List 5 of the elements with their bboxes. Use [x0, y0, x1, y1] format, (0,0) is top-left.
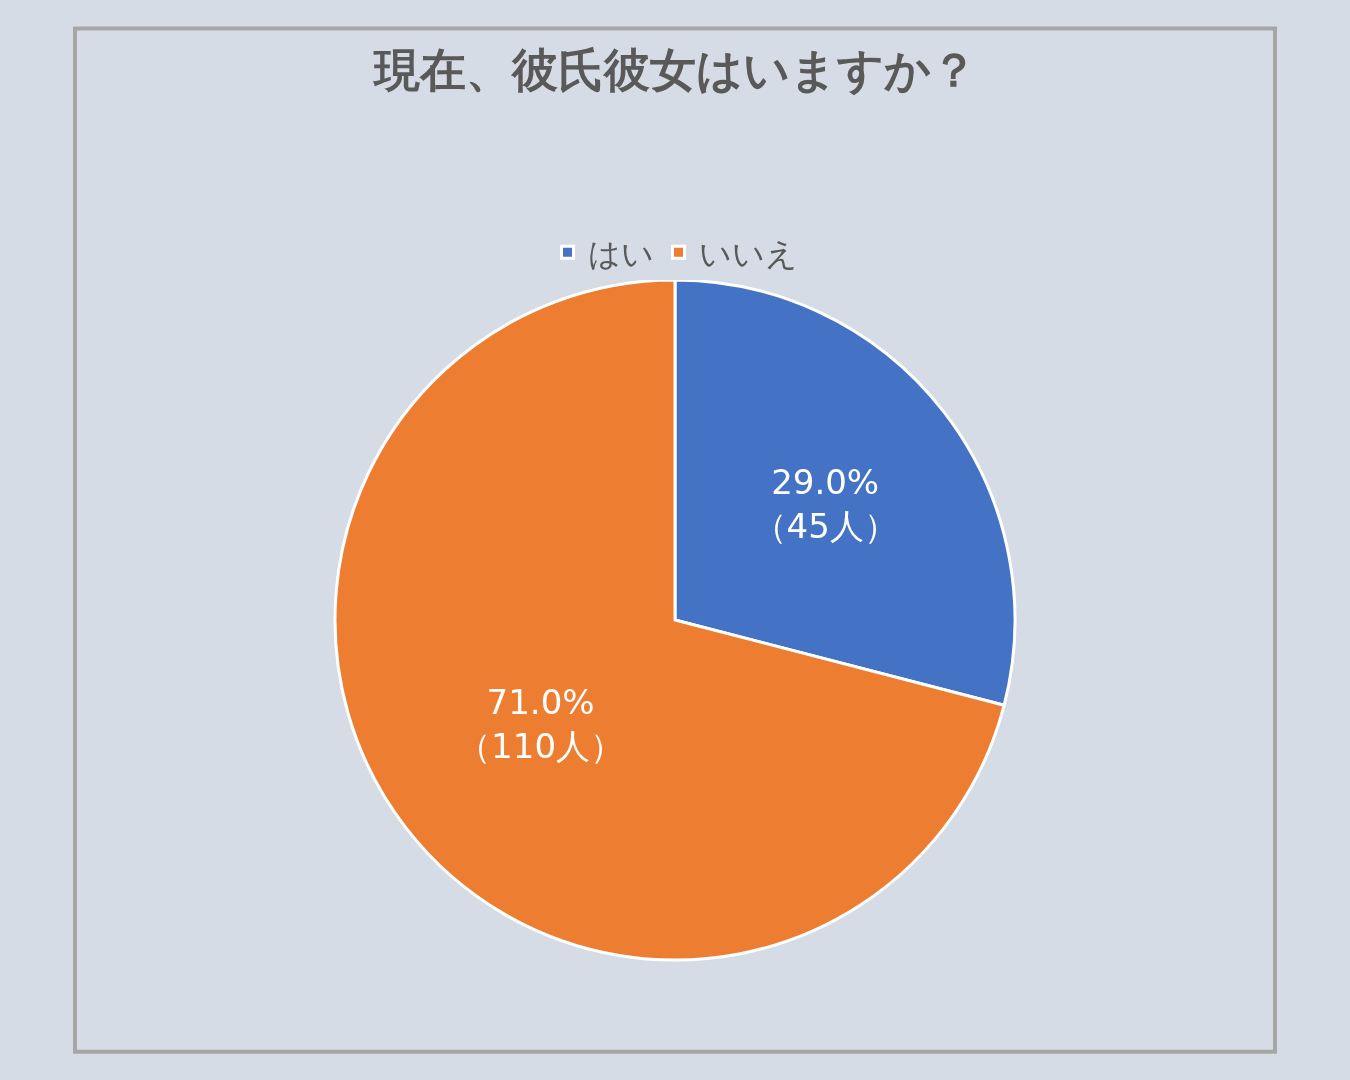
data-label: 71.0% （110人） [457, 681, 625, 767]
legend-label: はい [587, 234, 654, 273]
legend-label: いいえ [698, 234, 798, 273]
chart-title: 現在、彼氏彼女はいますか？ [371, 43, 977, 98]
data-label: 29.0% （45人） [752, 461, 898, 546]
